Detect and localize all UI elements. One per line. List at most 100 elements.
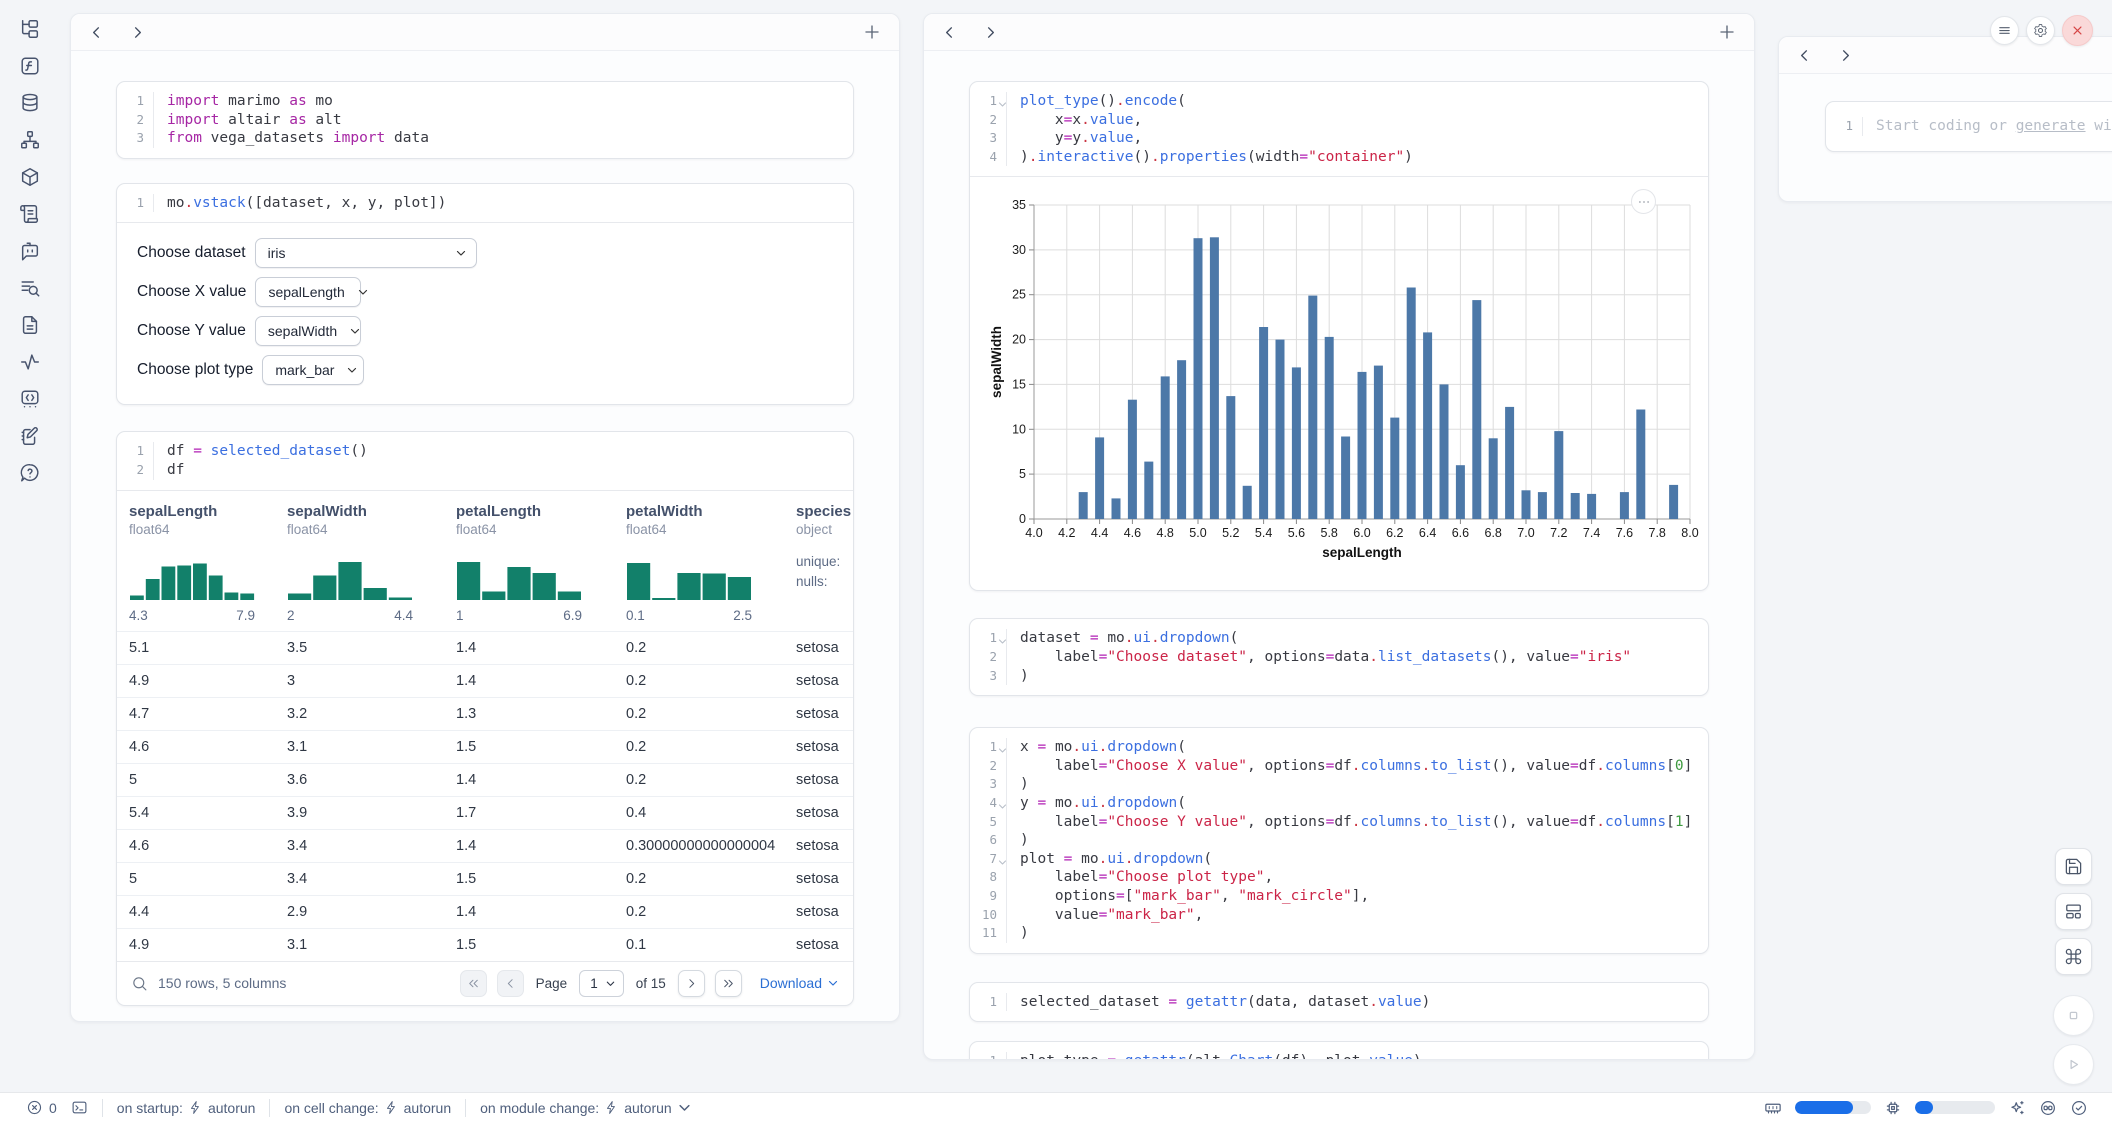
settings-button[interactable] (2026, 16, 2055, 45)
column-name[interactable]: petalLength (456, 502, 541, 520)
dropdown-choose-y-value[interactable]: sepalWidth (254, 316, 361, 347)
column-name[interactable]: sepalWidth (287, 502, 367, 520)
runtime-config-1[interactable]: on cell change: autorun (284, 1100, 451, 1116)
svg-text:10: 10 (1012, 423, 1026, 437)
scratchpad-editor[interactable]: 1 Start coding or generate with AI (1826, 102, 2112, 151)
sidebar-item-packages[interactable] (17, 164, 43, 190)
code-cell-vstack[interactable]: 1 mo.vstack([dataset, x, y, plot]) Choose … (116, 182, 854, 406)
sidebar-item-logs[interactable] (17, 275, 43, 301)
code-editor[interactable]: 1 import marimo as mo 2 import altair as al… (117, 82, 853, 158)
add-cell-button[interactable] (863, 23, 881, 41)
generate-with-ai-link[interactable]: generate (2015, 118, 2086, 134)
search-icon[interactable] (131, 975, 148, 992)
sidebar-item-help[interactable] (17, 460, 43, 486)
page-first-button[interactable] (459, 969, 487, 997)
table-row[interactable]: 4.4 2.9 1.4 0.2 setosa (117, 894, 853, 928)
page-next-button[interactable] (677, 969, 705, 997)
line-number: 4 (970, 147, 1007, 167)
table-row[interactable]: 5.4 3.9 1.7 0.4 setosa (117, 795, 853, 829)
table-row[interactable]: 5.1 3.5 1.4 0.2 setosa (117, 630, 853, 664)
fold-chevron-icon[interactable] (998, 633, 1007, 652)
code-editor[interactable]: 1 dataset = mo.ui.dropdown(2 label="Choos… (970, 619, 1708, 695)
table-row[interactable]: 4.9 3.1 1.5 0.1 setosa (117, 927, 853, 961)
code-line: 3 y=y.value, (970, 129, 1708, 148)
page-last-button[interactable] (714, 969, 742, 997)
keyboard-shortcuts-button[interactable] (2055, 938, 2092, 975)
table-row[interactable]: 5 3.4 1.5 0.2 setosa (117, 861, 853, 895)
next-cell-button[interactable] (130, 25, 145, 40)
stop-execution-button[interactable] (2053, 995, 2094, 1036)
code-cell-imports[interactable]: 1 import marimo as mo 2 import altair as al… (116, 81, 854, 159)
table-row[interactable]: 5 3.6 1.4 0.2 setosa (117, 762, 853, 796)
table-row[interactable]: 4.6 3.1 1.5 0.2 setosa (117, 729, 853, 763)
code-cell-selected-dataset[interactable]: 1 selected_dataset = getattr(data, datase… (969, 981, 1709, 1023)
column-name[interactable]: petalWidth (626, 502, 703, 520)
layout-toggle-button[interactable] (2055, 893, 2092, 930)
page-prev-button[interactable] (496, 969, 524, 997)
code-editor[interactable]: 1 df = selected_dataset() 2 df (117, 432, 853, 489)
code-editor[interactable]: 1 selected_dataset = getattr(data, datase… (970, 983, 1708, 1022)
close-panel-button[interactable] (2062, 15, 2093, 46)
sidebar-item-file-explorer[interactable] (17, 16, 43, 42)
add-cell-button[interactable] (1718, 23, 1736, 41)
table-row[interactable]: 4.6 3.4 1.4 0.30000000000000004 setosa (117, 828, 853, 862)
menu-button[interactable] (1990, 16, 2019, 45)
sidebar-item-tracing[interactable] (17, 349, 43, 375)
save-notebook-button[interactable] (2055, 848, 2092, 885)
fold-chevron-icon[interactable] (998, 96, 1007, 115)
column-name[interactable]: species (796, 502, 852, 520)
column-name[interactable]: sepalLength (129, 502, 218, 520)
code-cell-dataset-dropdown[interactable]: 1 dataset = mo.ui.dropdown(2 label="Choos… (969, 618, 1709, 697)
terminal-button[interactable] (71, 1099, 88, 1116)
code-text: ).interactive().properties(width="contai… (1020, 148, 1413, 165)
table-cell: 4.7 (129, 705, 150, 722)
sidebar-item-dependency-graph[interactable] (17, 127, 43, 153)
sidebar-item-documentation[interactable] (17, 201, 43, 227)
sidebar-item-outputs-console[interactable] (17, 386, 43, 412)
code-editor[interactable]: 1 mo.vstack([dataset, x, y, plot]) (117, 184, 853, 223)
dropdown-choose-x-value[interactable]: sepalLength (255, 277, 367, 308)
prev-cell-button[interactable] (89, 25, 104, 40)
runtime-config-2[interactable]: on module change: autorun (480, 1100, 692, 1116)
table-row[interactable]: 4.9 3 1.4 0.2 setosa (117, 663, 853, 697)
sidebar-item-data-sources[interactable] (17, 90, 43, 116)
sidebar-item-ai-chat[interactable] (17, 238, 43, 264)
fold-chevron-icon[interactable] (998, 742, 1007, 761)
prev-cell-button[interactable] (1797, 48, 1812, 63)
ai-assist-icon[interactable] (2008, 1099, 2026, 1117)
code-cell-plot-cell[interactable]: 1 plot_type().encode(2 x=x.value, 3 y=y.va… (969, 81, 1709, 592)
bolt-icon (188, 1100, 203, 1115)
table-row[interactable]: 4.7 3.2 1.3 0.2 setosa (117, 696, 853, 730)
fold-chevron-icon[interactable] (998, 798, 1007, 817)
copilot-status-icon[interactable] (2039, 1099, 2057, 1117)
chev-down-icon (455, 247, 467, 259)
runtime-config-0[interactable]: on startup: autorun (117, 1100, 256, 1116)
scratchpad-cell[interactable]: 1 Start coding or generate with AI (1825, 101, 2112, 152)
prev-cell-button[interactable] (942, 25, 957, 40)
bar-chart[interactable]: 4.0 4.2 4.4 4.6 4.8 5.0 5.2 5.4 5.6 5.8 6.0 6.2 6.4 6… (988, 193, 1699, 570)
code-text: plot = mo.ui.dropdown( (1020, 850, 1213, 867)
code-editor[interactable]: 1 plot_type().encode(2 x=x.value, 3 y=y.va… (970, 82, 1708, 176)
code-line: 1 selected_dataset = getattr(data, datase… (970, 992, 1708, 1012)
connection-status-icon[interactable] (2070, 1099, 2088, 1117)
code-cell-dataframe[interactable]: 1 df = selected_dataset() 2 df sepalLength fl… (116, 431, 854, 1006)
table-cell: setosa (796, 936, 839, 953)
dropdown-choose-plot-type[interactable]: mark_bar (262, 355, 365, 386)
sidebar-item-variables[interactable] (17, 53, 43, 79)
download-button[interactable]: Download (760, 975, 839, 991)
run-all-button[interactable] (2053, 1044, 2094, 1085)
sidebar-item-snippets[interactable] (17, 312, 43, 338)
page-select[interactable]: 1 (579, 969, 624, 997)
dropdown-choose-dataset[interactable]: iris (254, 238, 477, 269)
chart-actions-button[interactable] (1631, 189, 1656, 215)
next-cell-button[interactable] (983, 25, 998, 40)
errors-indicator[interactable]: 0 (26, 1099, 57, 1116)
next-cell-button[interactable] (1838, 48, 1853, 63)
svg-text:5: 5 (1019, 467, 1026, 481)
fold-chevron-icon[interactable] (998, 854, 1007, 873)
sidebar-item-scratchpad[interactable] (17, 423, 43, 449)
